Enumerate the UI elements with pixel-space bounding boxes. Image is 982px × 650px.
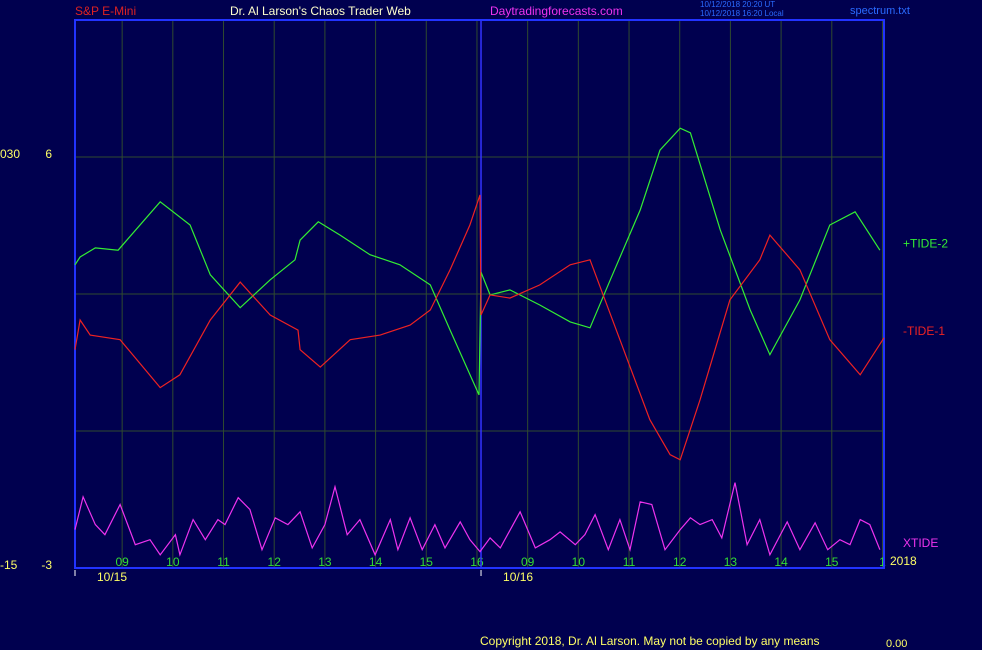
x-tick-label: 15 — [825, 555, 839, 569]
x-tick-label: 12 — [673, 555, 687, 569]
x-tick-label: 11 — [623, 555, 636, 569]
site: Daytradingforecasts.com — [490, 4, 623, 18]
year-label: 2018 — [890, 554, 917, 568]
x-tick-label: 09 — [521, 555, 535, 569]
legend-label: +TIDE-2 — [903, 236, 948, 250]
x-tick-label: 10 — [572, 555, 586, 569]
x-tick-label: 14 — [774, 555, 788, 569]
y2-tick-label: -15 — [0, 558, 18, 572]
date-label: 10/15 — [97, 570, 127, 584]
y2-tick-label: 030 — [0, 147, 20, 161]
series-line — [74, 194, 885, 461]
x-tick-label: 12 — [268, 555, 282, 569]
file-name: spectrum.txt — [850, 5, 910, 17]
x-tick-label: 14 — [369, 555, 383, 569]
x-tick-label: 09 — [115, 555, 129, 569]
x-tick-label: 13 — [724, 555, 738, 569]
y-tick-label: 6 — [45, 147, 52, 161]
plot-frame — [74, 19, 885, 569]
chart-title: Dr. Al Larson's Chaos Trader Web — [230, 4, 411, 18]
legend-label: -TIDE-1 — [903, 324, 945, 338]
date-label: 10/16 — [503, 570, 533, 584]
instrument: S&P E-Mini — [75, 4, 136, 18]
x-tick-label: 1 — [879, 555, 886, 569]
legend-label: XTIDE — [903, 536, 938, 550]
timestamp: 10/12/2018 16:20 Local — [700, 9, 784, 18]
x-tick-label: 10 — [166, 555, 180, 569]
copyright: Copyright 2018, Dr. Al Larson. May not b… — [480, 634, 820, 648]
x-tick-label: 11 — [217, 555, 230, 569]
x-tick-label: 15 — [420, 555, 434, 569]
footer-value: 0.00 — [886, 638, 907, 650]
series-line — [74, 127, 881, 396]
x-tick-label: 13 — [318, 555, 332, 569]
timestamp: 10/12/2018 20:20 UT — [700, 0, 775, 9]
y-tick-label: -3 — [41, 558, 52, 572]
series-line — [74, 482, 881, 557]
